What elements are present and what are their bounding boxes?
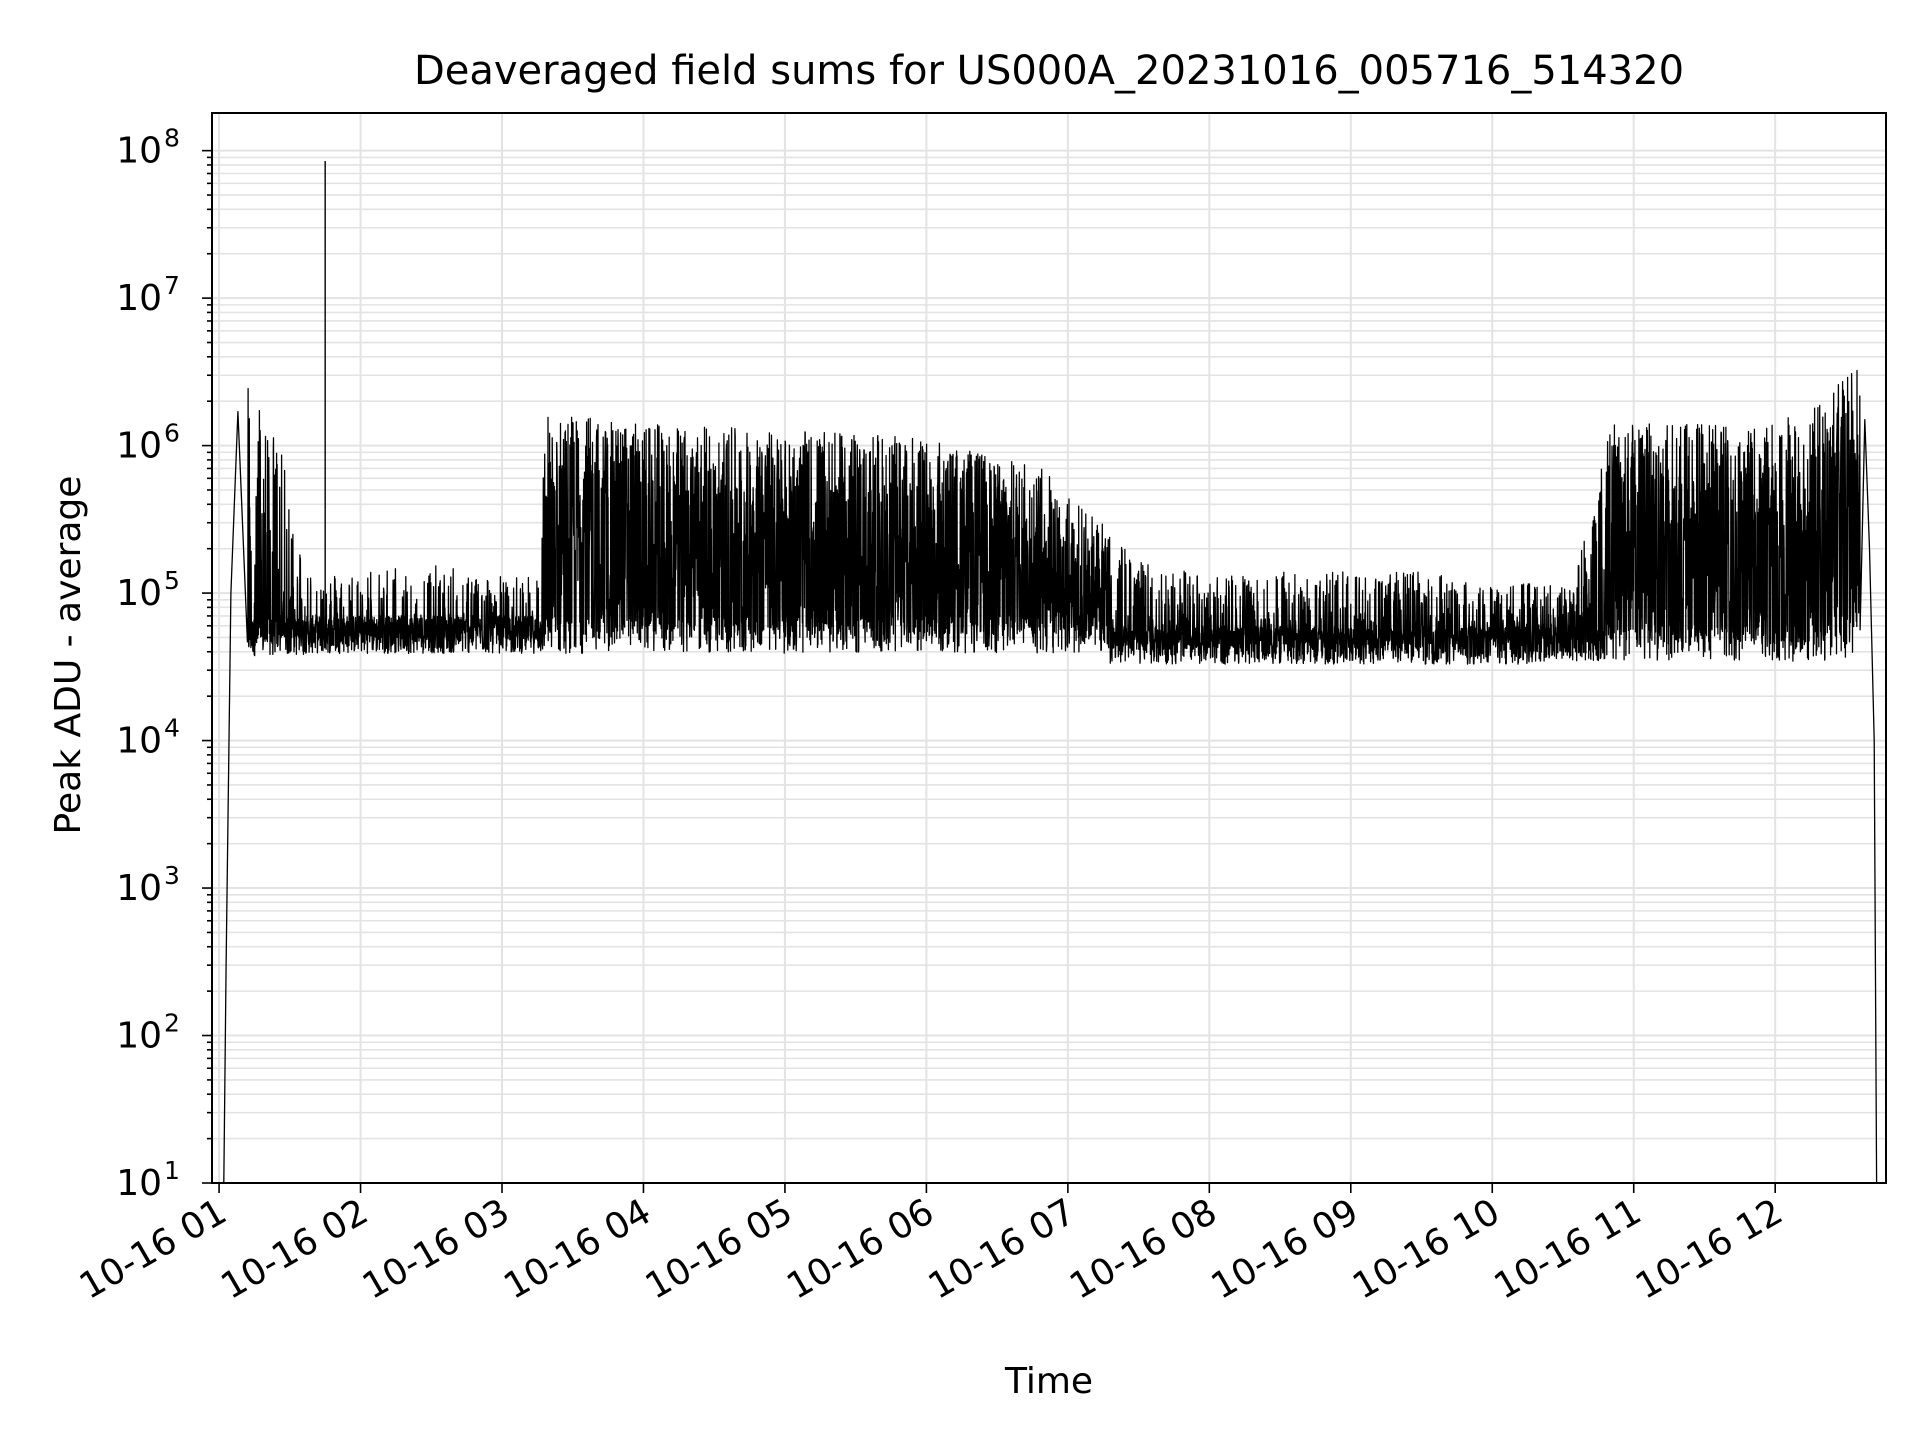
y-tick-exponent: 6 bbox=[164, 419, 180, 448]
y-tick-label: 10 bbox=[116, 573, 162, 614]
y-tick-label: 10 bbox=[116, 426, 162, 467]
plot-frame bbox=[211, 112, 1887, 1184]
series-layer bbox=[223, 161, 1878, 1184]
y-tick-exponent: 8 bbox=[164, 124, 180, 153]
y-tick-exponent: 1 bbox=[164, 1156, 180, 1185]
y-tick-label: 10 bbox=[116, 1163, 162, 1204]
y-tick-exponent: 2 bbox=[164, 1009, 180, 1038]
x-axis-label: Time bbox=[1004, 1361, 1093, 1402]
y-tick-label: 10 bbox=[116, 868, 162, 909]
y-tick-exponent: 7 bbox=[164, 271, 180, 300]
y-tick-exponent: 5 bbox=[164, 566, 180, 595]
y-tick-exponent: 3 bbox=[164, 861, 180, 890]
chart-title: Deaveraged field sums for US000A_2023101… bbox=[414, 48, 1684, 94]
y-tick-exponent: 4 bbox=[164, 714, 180, 743]
y-tick-label: 10 bbox=[116, 721, 162, 762]
y-tick-label: 10 bbox=[116, 278, 162, 319]
series-line bbox=[223, 369, 1878, 1184]
y-tick-label: 10 bbox=[116, 131, 162, 172]
y-tick-label: 10 bbox=[116, 1016, 162, 1057]
y-axis-label: Peak ADU - average bbox=[48, 476, 89, 835]
